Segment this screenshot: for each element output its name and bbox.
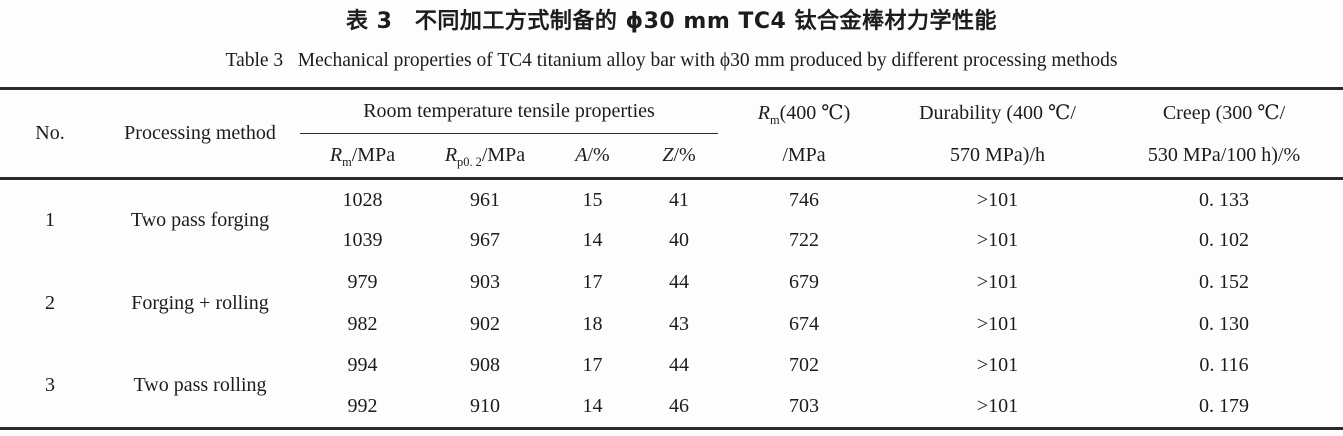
table-row: 1 Two pass forging 1028 961 15 41 746 >1…	[0, 179, 1343, 232]
cell-z: 46	[669, 395, 689, 418]
creep-line2: 530 MPa/100 h)/%	[1147, 143, 1301, 166]
rm400-subscript: m	[769, 112, 780, 127]
cell-rm: 979	[347, 270, 378, 293]
cell-z: 43	[669, 312, 689, 335]
table-body: 1 Two pass forging 1028 961 15 41 746 >1…	[0, 179, 1343, 429]
cell-durability: >101	[976, 270, 1019, 293]
header-rm-400: Rm(400 ℃) /MPa	[718, 89, 890, 179]
cell-creep: 0. 133	[1199, 188, 1250, 211]
header-z: Z/%	[662, 144, 696, 166]
header-durability: Durability (400 ℃/ 570 MPa)/h	[890, 89, 1105, 179]
cell-method: Two pass forging	[130, 209, 270, 232]
cell-rm: 1039	[342, 229, 383, 252]
header-processing-method: Processing method	[124, 122, 276, 144]
mechanical-properties-table: No. Processing method Room temperature t…	[0, 87, 1343, 430]
cell-creep: 0. 152	[1199, 270, 1250, 293]
cell-rm400: 746	[789, 188, 820, 211]
cell-rp02: 967	[470, 229, 500, 252]
cell-rm400: 702	[789, 354, 820, 377]
cell-a: 14	[582, 395, 603, 418]
cell-durability: >101	[976, 188, 1019, 211]
cell-creep: 0. 102	[1199, 229, 1250, 252]
table-row: 1039 967 14 40 722 >101 0. 102	[0, 220, 1343, 262]
cell-rm400: 722	[789, 229, 820, 252]
cell-creep: 0. 116	[1199, 354, 1249, 377]
cell-rp02: 961	[470, 188, 500, 211]
cell-durability: >101	[976, 229, 1019, 252]
cell-rm: 994	[347, 354, 378, 377]
rm400-unit: /MPa	[782, 143, 826, 166]
cell-creep: 0. 130	[1199, 312, 1250, 335]
header-rm: Rm/MPa	[329, 144, 396, 169]
cell-z: 41	[669, 188, 689, 211]
header-a: A/%	[575, 144, 610, 166]
cell-creep: 0. 179	[1199, 395, 1250, 418]
cell-a: 15	[582, 188, 603, 211]
cell-a: 17	[582, 270, 603, 293]
cell-method: Forging + rolling	[131, 291, 269, 314]
header-tensile-group: Room temperature tensile properties	[300, 88, 719, 134]
table-row: 982 902 18 43 674 >101 0. 130	[0, 303, 1343, 345]
creep-line1: Creep (300 ℃/	[1162, 101, 1286, 124]
durability-line2: 570 MPa)/h	[950, 143, 1046, 166]
table-row: 3 Two pass rolling 994 908 17 44 702 >10…	[0, 345, 1343, 396]
header-creep: Creep (300 ℃/ 530 MPa/100 h)/%	[1105, 89, 1343, 179]
cell-durability: >101	[976, 354, 1019, 377]
cell-rp02: 903	[470, 270, 500, 293]
cell-rm: 1028	[342, 188, 383, 211]
cell-z: 44	[669, 354, 689, 377]
cell-rm: 982	[347, 312, 378, 335]
table-title-english: Table 3 Mechanical properties of TC4 tit…	[225, 50, 1118, 71]
table-row: 2 Forging + rolling 979 903 17 44 679 >1…	[0, 262, 1343, 314]
cell-rm400: 674	[789, 312, 820, 335]
cell-z: 44	[669, 270, 689, 293]
rm400-condition: (400 ℃)	[779, 101, 851, 124]
cell-a: 17	[582, 354, 603, 377]
cell-rp02: 908	[470, 354, 500, 377]
cell-durability: >101	[976, 312, 1019, 335]
cell-durability: >101	[976, 395, 1019, 418]
cell-no: 2	[45, 291, 55, 314]
cell-rp02: 910	[470, 395, 500, 418]
header-rp02: Rp0. 2/MPa	[444, 144, 526, 169]
cell-method: Two pass rolling	[133, 374, 267, 397]
table-title-chinese: 表 3 不同加工方式制备的 ϕ30 mm TC4 钛合金棒材力学性能	[345, 9, 998, 34]
cell-rm400: 679	[789, 270, 820, 293]
table-header: No. Processing method Room temperature t…	[0, 88, 1343, 179]
cell-rp02: 902	[470, 312, 500, 335]
cell-rm400: 703	[789, 395, 820, 418]
header-no: No.	[35, 122, 65, 144]
rm400-symbol: R	[757, 101, 770, 124]
durability-line1: Durability (400 ℃/	[919, 101, 1076, 124]
cell-rm: 992	[347, 395, 378, 418]
cell-a: 18	[582, 312, 603, 335]
cell-z: 40	[669, 229, 689, 252]
table-row: 992 910 14 46 703 >101 0. 179	[0, 386, 1343, 428]
cell-a: 14	[582, 229, 603, 252]
cell-no: 1	[45, 209, 55, 232]
cell-no: 3	[45, 374, 55, 397]
